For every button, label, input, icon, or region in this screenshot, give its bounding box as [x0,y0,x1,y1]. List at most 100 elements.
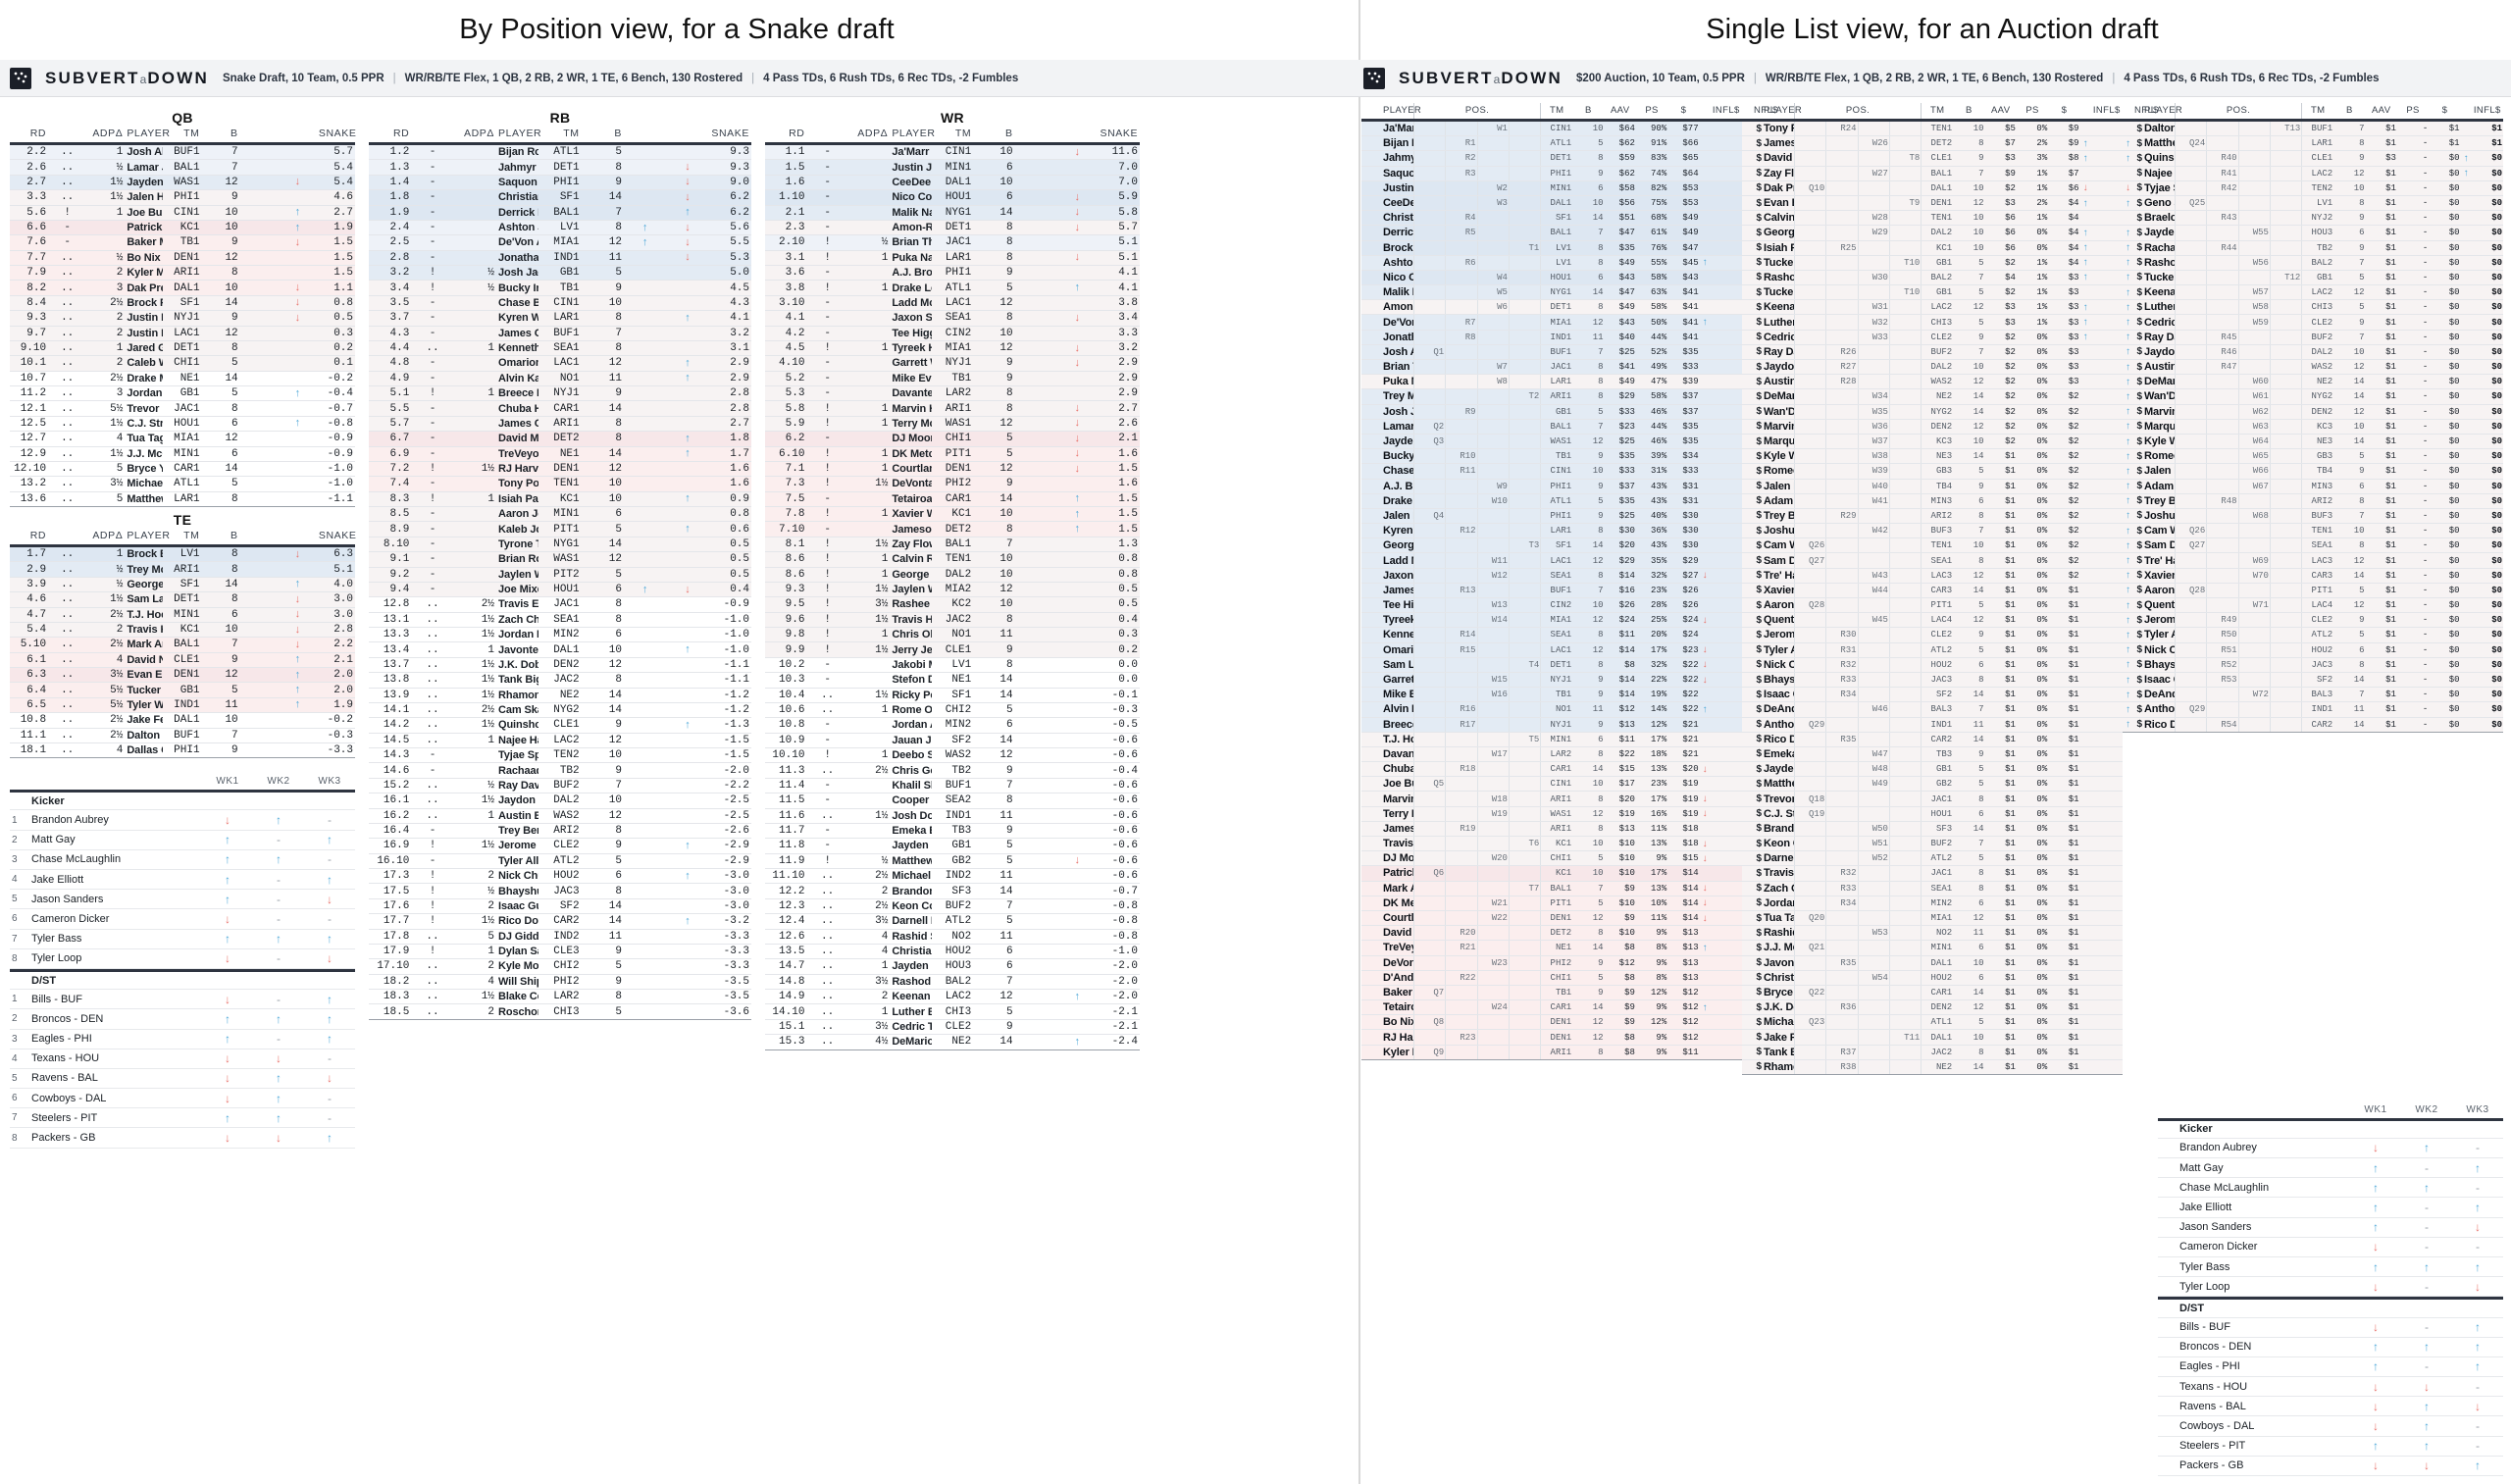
player-name[interactable]: Anthony Richardson [1763,717,1795,733]
player-name[interactable]: Rico Dowdle [2143,717,2176,733]
table-row[interactable]: $Jameson WilliamsW26DET28$72%$9↑ [1742,135,2123,152]
player-name[interactable]: Amon-Ra St. Brown [1382,299,1414,316]
player-name[interactable]: Geno Smith [2143,195,2176,212]
player-name[interactable]: Adam Thielen [2143,479,2176,494]
table-row[interactable]: 1.3-Jahmyr GibbsDET18↓9.3 [369,159,751,176]
player-name[interactable]: DeAndre Hopkins [2143,687,2176,703]
dst-name[interactable]: Packers - GB [2178,1456,2350,1477]
player-name[interactable]: Tre' Harris [2143,552,2176,569]
table-row[interactable]: $Quentin JohnstonW45LAC412$10%$1 [1742,612,2123,629]
table-row[interactable]: 4.7..2½T.J. HockensonMIN16↓3.0 [10,607,355,623]
player-name[interactable]: Rico Dowdle [1763,732,1795,747]
table-row[interactable]: DJ MooreW20CHI15$109%$15↓ [1361,850,1742,867]
kicker-name[interactable]: Tyler Loop [2178,1276,2350,1298]
list-item[interactable]: Cameron Dicker ↓ - - [2158,1237,2503,1257]
player-name[interactable]: David Montgomery [1382,925,1414,942]
player-name[interactable]: Mark Andrews [125,637,164,653]
player-name[interactable]: Jonathan Taylor [1382,330,1414,345]
table-row[interactable]: ↑$Quinshon JudkinsR40CLE19$3-$0↑$0 [2123,150,2503,167]
table-row[interactable]: $Austin EkelerR28WAS212$20%$3 [1742,374,2123,390]
player-name[interactable]: Drake Maye [125,371,164,387]
table-row[interactable]: 5.2-Mike EvansTB192.9 [765,371,1140,387]
player-name[interactable]: Kyle Williams [2143,434,2176,450]
player-name[interactable]: Quinshon Judkins [2143,150,2176,167]
kicker-name[interactable]: Tyler Bass [29,929,202,949]
player-name[interactable]: Rashod Bateman [890,974,932,991]
table-row[interactable]: 12.5..1½C.J. StroudHOU16↑-0.8 [10,416,355,433]
table-row[interactable]: 6.9-TreVeyon HendersonNE114↑1.7 [369,446,751,462]
player-name[interactable]: Austin Ekeler [2143,359,2176,376]
player-name[interactable]: CeeDee Lamb [890,175,932,191]
player-name[interactable]: Jalen McMillan [1763,479,1795,494]
player-name[interactable]: Jalen Hurts [1382,508,1414,525]
player-name[interactable]: Marvin Mims Jr. [1763,419,1795,435]
table-row[interactable]: 14.6-Rachaad WhiteTB29-2.0 [369,762,751,779]
player-name[interactable]: Kyle Monangai [495,958,539,975]
table-row[interactable]: 3.6-A.J. BrownPHI194.1 [765,265,1140,281]
player-name[interactable]: Jaylen Warren [495,567,539,583]
player-name[interactable]: Jerome Ford [495,838,539,854]
player-name[interactable]: Bucky Irving [495,280,539,296]
player-name[interactable]: DeMario Douglas [2143,374,2176,390]
player-name[interactable]: Najee Harris [2143,166,2176,181]
player-name[interactable]: Jaxon Smith-Njigba [1382,568,1414,584]
kicker-name[interactable]: Tyler Bass [2178,1256,2350,1278]
player-name[interactable]: Alvin Kamara [495,371,539,387]
player-name[interactable]: Isaac Guerendo [495,898,539,915]
kicker-name[interactable]: Jason Sanders [29,889,202,910]
dst-name[interactable]: Bills - BUF [29,989,202,1010]
player-name[interactable]: Kyler Murray [1382,1045,1414,1060]
player-name[interactable]: Christian McCaffrey [1382,210,1414,227]
table-row[interactable]: 6.2-DJ MooreCHI15↓2.1 [765,431,1140,447]
player-name[interactable]: Ja'Marr Chase [1382,120,1414,137]
player-name[interactable]: Bhayshul Tuten [2143,657,2176,673]
player-name[interactable]: Quentin Johnston [2143,597,2176,614]
player-name[interactable]: Matthew Stafford [125,491,164,508]
player-name[interactable]: Davante Adams [1382,746,1414,763]
player-name[interactable]: Tua Tagovailoa [125,431,164,447]
player-name[interactable]: Caleb Williams [125,355,164,372]
table-row[interactable]: 13.7..1½J.K. DobbinsDEN212-1.1 [369,657,751,674]
player-name[interactable]: Tre' Harris [1763,568,1795,584]
player-name[interactable]: Tucker Kraft [125,682,164,698]
player-name[interactable]: C.J. Stroud [1763,806,1795,822]
player-name[interactable]: Tyler Warren [125,697,164,714]
list-item[interactable]: Bills - BUF ↓ - ↑ [2158,1317,2503,1338]
player-name[interactable]: Chuba Hubbard [495,400,539,417]
player-name[interactable]: DK Metcalf [890,446,932,462]
player-name[interactable]: Jaydon Blue [2143,344,2176,361]
table-row[interactable]: $Tony PollardR24TEN110$50%$9 [1742,120,2123,137]
table-row[interactable]: ↑$Quentin JohnstonW71LAC412$1-$0$0 [2123,597,2503,614]
player-name[interactable]: Tee Higgins [1382,597,1414,614]
player-name[interactable]: Josh Allen [125,143,164,161]
player-name[interactable]: Omarion Hampton [1382,642,1414,658]
list-item[interactable]: 5 Jason Sanders ↑ - ↓ [10,889,355,910]
